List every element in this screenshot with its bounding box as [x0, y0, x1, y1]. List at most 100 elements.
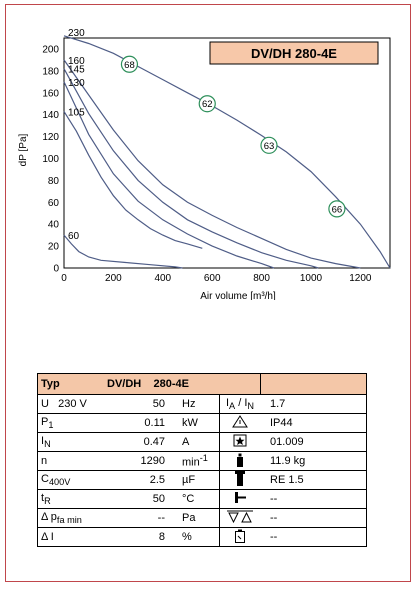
- capacitor-icon: [234, 471, 246, 489]
- x-tick-label: 1000: [300, 273, 323, 284]
- curve-130: [63, 81, 275, 269]
- spec-header-type: 280-4E: [153, 378, 189, 390]
- chart-curves: [63, 35, 391, 269]
- spec-row: n 1290 min-1 11.9 kg: [37, 451, 367, 471]
- spec-icon-cell: [219, 432, 260, 452]
- curve-label-145: 145: [68, 65, 85, 76]
- spec-unit-cell: µF: [168, 470, 220, 490]
- spec-label: Δ I: [41, 531, 54, 543]
- spec-icon-cell: [219, 527, 260, 547]
- spec-row: C400V 2.5 µF RE 1.5: [37, 470, 367, 490]
- spec-icon-cell: [219, 508, 260, 528]
- x-tick-label: 0: [61, 273, 67, 284]
- y-tick-label: 140: [42, 110, 59, 121]
- spec-label-sub: fa min: [56, 515, 82, 526]
- spec-body: U 230 V 50 Hz IA / IN 1.7 P1 0.11 kW IP44 IN 0.47 A…: [37, 394, 367, 547]
- chart-axes: 0 200 400 600 800 1000 1200 0 20 40 60 80 100 120 140 1…: [42, 37, 391, 284]
- x-tick-label: 600: [204, 273, 221, 284]
- curve-145: [63, 68, 319, 269]
- x-tick-label: 800: [253, 273, 270, 284]
- x-tick-label: 1200: [349, 273, 372, 284]
- spec-unit: A: [182, 436, 190, 448]
- y-tick-label: 160: [42, 88, 59, 99]
- x-tick-label: 400: [154, 273, 171, 284]
- spec-label-cell: P1: [37, 413, 104, 433]
- spec-right-value: IP44: [260, 413, 367, 433]
- spec-header-series: DV/DH: [107, 378, 142, 390]
- spec-unit-cell: A: [168, 432, 220, 452]
- spec-header-typ: Typ: [37, 373, 104, 395]
- y-tick-label: 20: [48, 242, 60, 253]
- spec-table: Typ DV/DH 280-4E U 230 V 50 Hz IA / IN 1.7 P1…: [37, 373, 367, 547]
- spec-value: 0.11: [104, 413, 168, 433]
- curve-label-230: 230: [68, 28, 85, 39]
- spec-right-value: 11.9 kg: [260, 451, 367, 471]
- spec-unit: °C: [182, 493, 195, 505]
- spec-label-cell: Δ I: [37, 527, 104, 547]
- spec-unit: Pa: [182, 512, 196, 524]
- spec-value: 8: [104, 527, 168, 547]
- spec-right-value: --: [260, 489, 367, 509]
- curve-160: [63, 59, 361, 269]
- chart-title: DV/DH 280-4E: [251, 46, 337, 61]
- y-tick-label: 40: [48, 220, 60, 231]
- spec-value: --: [104, 508, 168, 528]
- spec-label-extra: 230 V: [58, 398, 87, 410]
- spec-row: Δ I 8% --: [37, 527, 367, 547]
- plot-area: [63, 37, 391, 269]
- spec-row: U 230 V 50 Hz IA / IN 1.7: [37, 394, 367, 414]
- spec-unit: Hz: [182, 398, 196, 410]
- spec-header-row: Typ DV/DH 280-4E: [37, 373, 367, 395]
- spec-header-model: DV/DH 280-4E: [104, 373, 220, 395]
- efficiency-marker: [120, 55, 139, 73]
- spec-unit: kW: [182, 417, 198, 429]
- spec-label: n: [41, 455, 48, 467]
- spec-icon-cell: IA / IN: [219, 394, 260, 414]
- star-box-icon: [233, 434, 247, 450]
- efficiency-marker-label: 63: [264, 141, 275, 152]
- spec-unit: %: [182, 531, 192, 543]
- spec-label: C: [41, 472, 49, 485]
- spec-unit: µF: [182, 474, 196, 486]
- current-ratio-icon: IA / IN: [225, 396, 255, 412]
- spec-icon-cell: [219, 451, 260, 471]
- y-tick-label: 0: [53, 264, 59, 275]
- efficiency-marker: [260, 136, 278, 154]
- spec-value: 50: [104, 489, 168, 509]
- spec-header-right: [259, 373, 367, 395]
- spec-icon-cell: [219, 470, 260, 490]
- y-axis-label: dP [Pa]: [18, 133, 29, 166]
- spec-label: U: [41, 398, 49, 410]
- spec-label: t: [41, 491, 45, 504]
- efficiency-marker: [328, 200, 346, 218]
- spec-right-value: 1.7: [260, 394, 367, 414]
- title-box: [209, 41, 379, 65]
- spec-unit-sup: -1: [199, 453, 208, 464]
- curve-label-60: 60: [68, 231, 80, 242]
- efficiency-marker-label: 68: [124, 60, 135, 71]
- y-tick-label: 120: [42, 132, 59, 143]
- spec-unit-cell: °C: [168, 489, 220, 509]
- efficiency-marker: [198, 95, 216, 113]
- y-tick-label: 60: [48, 198, 60, 209]
- y-tick-label: 80: [48, 176, 60, 187]
- spec-unit-cell: Pa: [168, 508, 220, 528]
- chart-markers: 68 62 63 66: [120, 55, 346, 218]
- curve-label-130: 130: [68, 78, 85, 89]
- spec-label-cell: n: [37, 451, 104, 471]
- spec-label-sub: R: [44, 496, 51, 507]
- fan-curve-chart: 0 200 400 600 800 1000 1200 0 20 40 60 80 100 120 140 1…: [18, 28, 391, 300]
- curve-60: [63, 234, 183, 269]
- spec-label-sub: 1: [48, 420, 54, 431]
- spec-row: tR 50 °C --: [37, 489, 367, 509]
- y-tick-label: 180: [42, 66, 59, 77]
- spec-label: P: [41, 415, 49, 428]
- page-frame: [5, 4, 411, 582]
- pressure-switch-icon: [226, 510, 254, 526]
- spec-row: P1 0.11 kW IP44: [37, 413, 367, 433]
- spec-right-value: --: [260, 508, 367, 528]
- thermal-contact-icon: [233, 491, 247, 507]
- efficiency-marker-label: 62: [202, 99, 213, 110]
- y-tick-label: 200: [42, 44, 59, 55]
